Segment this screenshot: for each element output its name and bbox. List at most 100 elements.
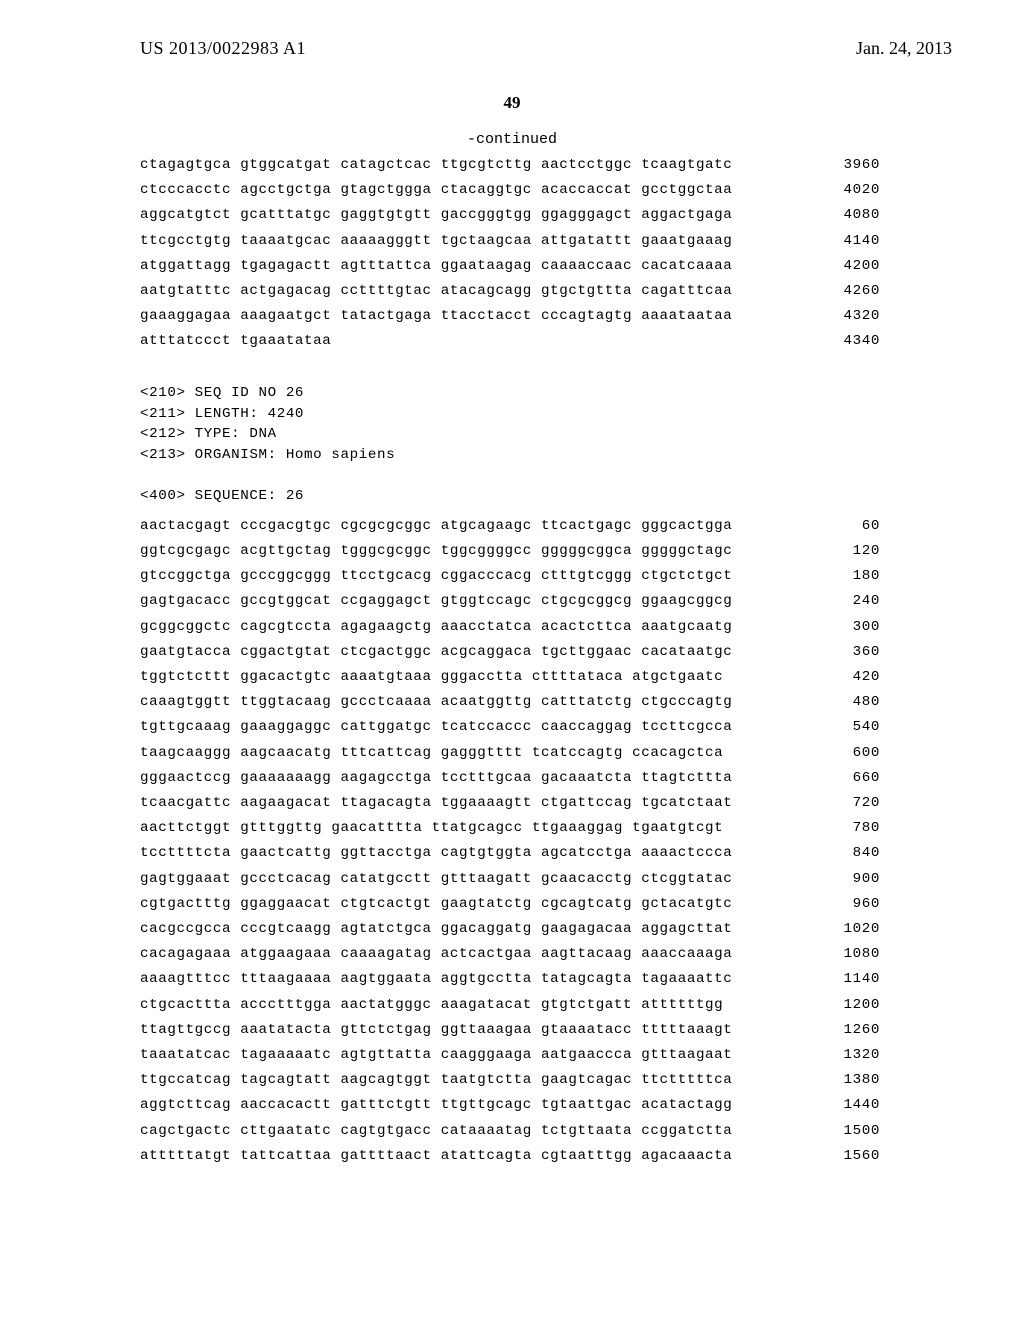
sequence-position: 4340 — [828, 334, 884, 348]
sequence-row: gcggcggctc cagcgtccta agagaagctg aaaccta… — [140, 620, 884, 634]
sequence-text: atttttatgt tattcattaa gattttaact atattca… — [140, 1149, 732, 1163]
sequence-text: taaatatcac tagaaaaatc agtgttatta caaggga… — [140, 1048, 732, 1062]
sequence-block-2: aactacgagt cccgacgtgc cgcgcgcggc atgcaga… — [140, 519, 884, 1163]
sequence-row: ttagttgccg aaatatacta gttctctgag ggttaaa… — [140, 1023, 884, 1037]
continued-label: -continued — [0, 131, 1024, 148]
sequence-row: ttcgcctgtg taaaatgcac aaaaagggtt tgctaag… — [140, 234, 884, 248]
sequence-position: 1440 — [828, 1098, 884, 1112]
sequence-text: ttagttgccg aaatatacta gttctctgag ggttaaa… — [140, 1023, 732, 1037]
sequence-row: aggtcttcag aaccacactt gatttctgtt ttgttgc… — [140, 1098, 884, 1112]
sequence-text: tcaacgattc aagaagacat ttagacagta tggaaaa… — [140, 796, 732, 810]
sequence-text: gagtgacacc gccgtggcat ccgaggagct gtggtcc… — [140, 594, 732, 608]
meta-type: <212> TYPE: DNA — [140, 426, 277, 442]
sequence-position: 4200 — [828, 259, 884, 273]
sequence-row: tggtctcttt ggacactgtc aaaatgtaaa gggacct… — [140, 670, 884, 684]
sequence-text: ctagagtgca gtggcatgat catagctcac ttgcgtc… — [140, 158, 732, 172]
sequence-position: 540 — [828, 720, 884, 734]
sequence-position: 660 — [828, 771, 884, 785]
sequence-text: taagcaaggg aagcaacatg tttcattcag gagggtt… — [140, 746, 723, 760]
sequence-text: gtccggctga gcccggcggg ttcctgcacg cggaccc… — [140, 569, 732, 583]
sequence-row: caaagtggtt ttggtacaag gccctcaaaa acaatgg… — [140, 695, 884, 709]
sequence-row: gagtggaaat gccctcacag catatgcctt gtttaag… — [140, 872, 884, 886]
sequence-row: cgtgactttg ggaggaacat ctgtcactgt gaagtat… — [140, 897, 884, 911]
sequence-row: tcaacgattc aagaagacat ttagacagta tggaaaa… — [140, 796, 884, 810]
sequence-row: taaatatcac tagaaaaatc agtgttatta caaggga… — [140, 1048, 884, 1062]
sequence-row: aactacgagt cccgacgtgc cgcgcgcggc atgcaga… — [140, 519, 884, 533]
sequence-position: 900 — [828, 872, 884, 886]
sequence-position: 1380 — [828, 1073, 884, 1087]
sequence-row: taagcaaggg aagcaacatg tttcattcag gagggtt… — [140, 746, 884, 760]
sequence-row: ggtcgcgagc acgttgctag tgggcgcggc tggcggg… — [140, 544, 884, 558]
sequence-text: tggtctcttt ggacactgtc aaaatgtaaa gggacct… — [140, 670, 723, 684]
sequence-row: gaaaggagaa aaagaatgct tatactgaga ttaccta… — [140, 309, 884, 323]
sequence-row: cacagagaaa atggaagaaa caaaagatag actcact… — [140, 947, 884, 961]
sequence-position: 4020 — [828, 183, 884, 197]
sequence-position: 960 — [828, 897, 884, 911]
sequence-text: ggtcgcgagc acgttgctag tgggcgcggc tggcggg… — [140, 544, 732, 558]
meta-organism: <213> ORGANISM: Homo sapiens — [140, 447, 395, 463]
meta-length: <211> LENGTH: 4240 — [140, 406, 304, 422]
sequence-row: aaaagtttcc tttaagaaaa aagtggaata aggtgcc… — [140, 972, 884, 986]
sequence-position: 1200 — [828, 998, 884, 1012]
sequence-text: aggcatgtct gcatttatgc gaggtgtgtt gaccggg… — [140, 208, 732, 222]
sequence-text: gagtggaaat gccctcacag catatgcctt gtttaag… — [140, 872, 732, 886]
sequence-row: ctcccacctc agcctgctga gtagctggga ctacagg… — [140, 183, 884, 197]
sequence-text: aggtcttcag aaccacactt gatttctgtt ttgttgc… — [140, 1098, 732, 1112]
sequence-row: cacgccgcca cccgtcaagg agtatctgca ggacagg… — [140, 922, 884, 936]
sequence-position: 4320 — [828, 309, 884, 323]
sequence-position: 1080 — [828, 947, 884, 961]
sequence-text: atggattagg tgagagactt agtttattca ggaataa… — [140, 259, 732, 273]
sequence-text: ttgccatcag tagcagtatt aagcagtggt taatgtc… — [140, 1073, 732, 1087]
sequence-text: aatgtatttc actgagacag ccttttgtac atacagc… — [140, 284, 732, 298]
sequence-text: cacgccgcca cccgtcaagg agtatctgca ggacagg… — [140, 922, 732, 936]
sequence-text: gaaaggagaa aaagaatgct tatactgaga ttaccta… — [140, 309, 732, 323]
publication-number: US 2013/0022983 A1 — [140, 38, 306, 59]
sequence-row: ctagagtgca gtggcatgat catagctcac ttgcgtc… — [140, 158, 884, 172]
sequence-row: tgttgcaaag gaaaggaggc cattggatgc tcatcca… — [140, 720, 884, 734]
sequence-row: aatgtatttc actgagacag ccttttgtac atacagc… — [140, 284, 884, 298]
sequence-block-1: ctagagtgca gtggcatgat catagctcac ttgcgtc… — [140, 158, 884, 349]
sequence-row: tccttttcta gaactcattg ggttacctga cagtgtg… — [140, 846, 884, 860]
sequence-metadata: <210> SEQ ID NO 26 <211> LENGTH: 4240 <2… — [140, 363, 884, 507]
sequence-row: atggattagg tgagagactt agtttattca ggaataa… — [140, 259, 884, 273]
sequence-text: gcggcggctc cagcgtccta agagaagctg aaaccta… — [140, 620, 732, 634]
sequence-position: 120 — [828, 544, 884, 558]
sequence-position: 840 — [828, 846, 884, 860]
sequence-position: 1260 — [828, 1023, 884, 1037]
sequence-row: ctgcacttta accctttgga aactatgggc aaagata… — [140, 998, 884, 1012]
meta-seq-id: <210> SEQ ID NO 26 — [140, 385, 304, 401]
sequence-text: ctgcacttta accctttgga aactatgggc aaagata… — [140, 998, 723, 1012]
publication-date: Jan. 24, 2013 — [856, 38, 952, 59]
sequence-position: 4260 — [828, 284, 884, 298]
sequence-text: gaatgtacca cggactgtat ctcgactggc acgcagg… — [140, 645, 732, 659]
sequence-position: 1500 — [828, 1124, 884, 1138]
sequence-text: tccttttcta gaactcattg ggttacctga cagtgtg… — [140, 846, 732, 860]
sequence-row: gggaactccg gaaaaaaagg aagagcctga tcctttg… — [140, 771, 884, 785]
sequence-position: 420 — [828, 670, 884, 684]
sequence-position: 1020 — [828, 922, 884, 936]
sequence-row: gtccggctga gcccggcggg ttcctgcacg cggaccc… — [140, 569, 884, 583]
sequence-position: 4080 — [828, 208, 884, 222]
sequence-text: tgttgcaaag gaaaggaggc cattggatgc tcatcca… — [140, 720, 732, 734]
sequence-position: 3960 — [828, 158, 884, 172]
sequence-text: cacagagaaa atggaagaaa caaaagatag actcact… — [140, 947, 732, 961]
sequence-row: atttttatgt tattcattaa gattttaact atattca… — [140, 1149, 884, 1163]
sequence-text: atttatccct tgaaatataa — [140, 334, 331, 348]
sequence-position: 4140 — [828, 234, 884, 248]
page-number: 49 — [0, 93, 1024, 113]
sequence-position: 300 — [828, 620, 884, 634]
sequence-text: caaagtggtt ttggtacaag gccctcaaaa acaatgg… — [140, 695, 732, 709]
sequence-position: 1140 — [828, 972, 884, 986]
sequence-row: gaatgtacca cggactgtat ctcgactggc acgcagg… — [140, 645, 884, 659]
sequence-text: cagctgactc cttgaatatc cagtgtgacc cataaaa… — [140, 1124, 732, 1138]
sequence-position: 720 — [828, 796, 884, 810]
sequence-row: ttgccatcag tagcagtatt aagcagtggt taatgtc… — [140, 1073, 884, 1087]
sequence-position: 1320 — [828, 1048, 884, 1062]
sequence-position: 240 — [828, 594, 884, 608]
sequence-row: cagctgactc cttgaatatc cagtgtgacc cataaaa… — [140, 1124, 884, 1138]
meta-sequence: <400> SEQUENCE: 26 — [140, 488, 304, 504]
sequence-text: gggaactccg gaaaaaaagg aagagcctga tcctttg… — [140, 771, 732, 785]
sequence-row: aacttctggt gtttggttg gaacatttta ttatgcag… — [140, 821, 884, 835]
sequence-position: 1560 — [828, 1149, 884, 1163]
sequence-row: atttatccct tgaaatataa 4340 — [140, 334, 884, 348]
